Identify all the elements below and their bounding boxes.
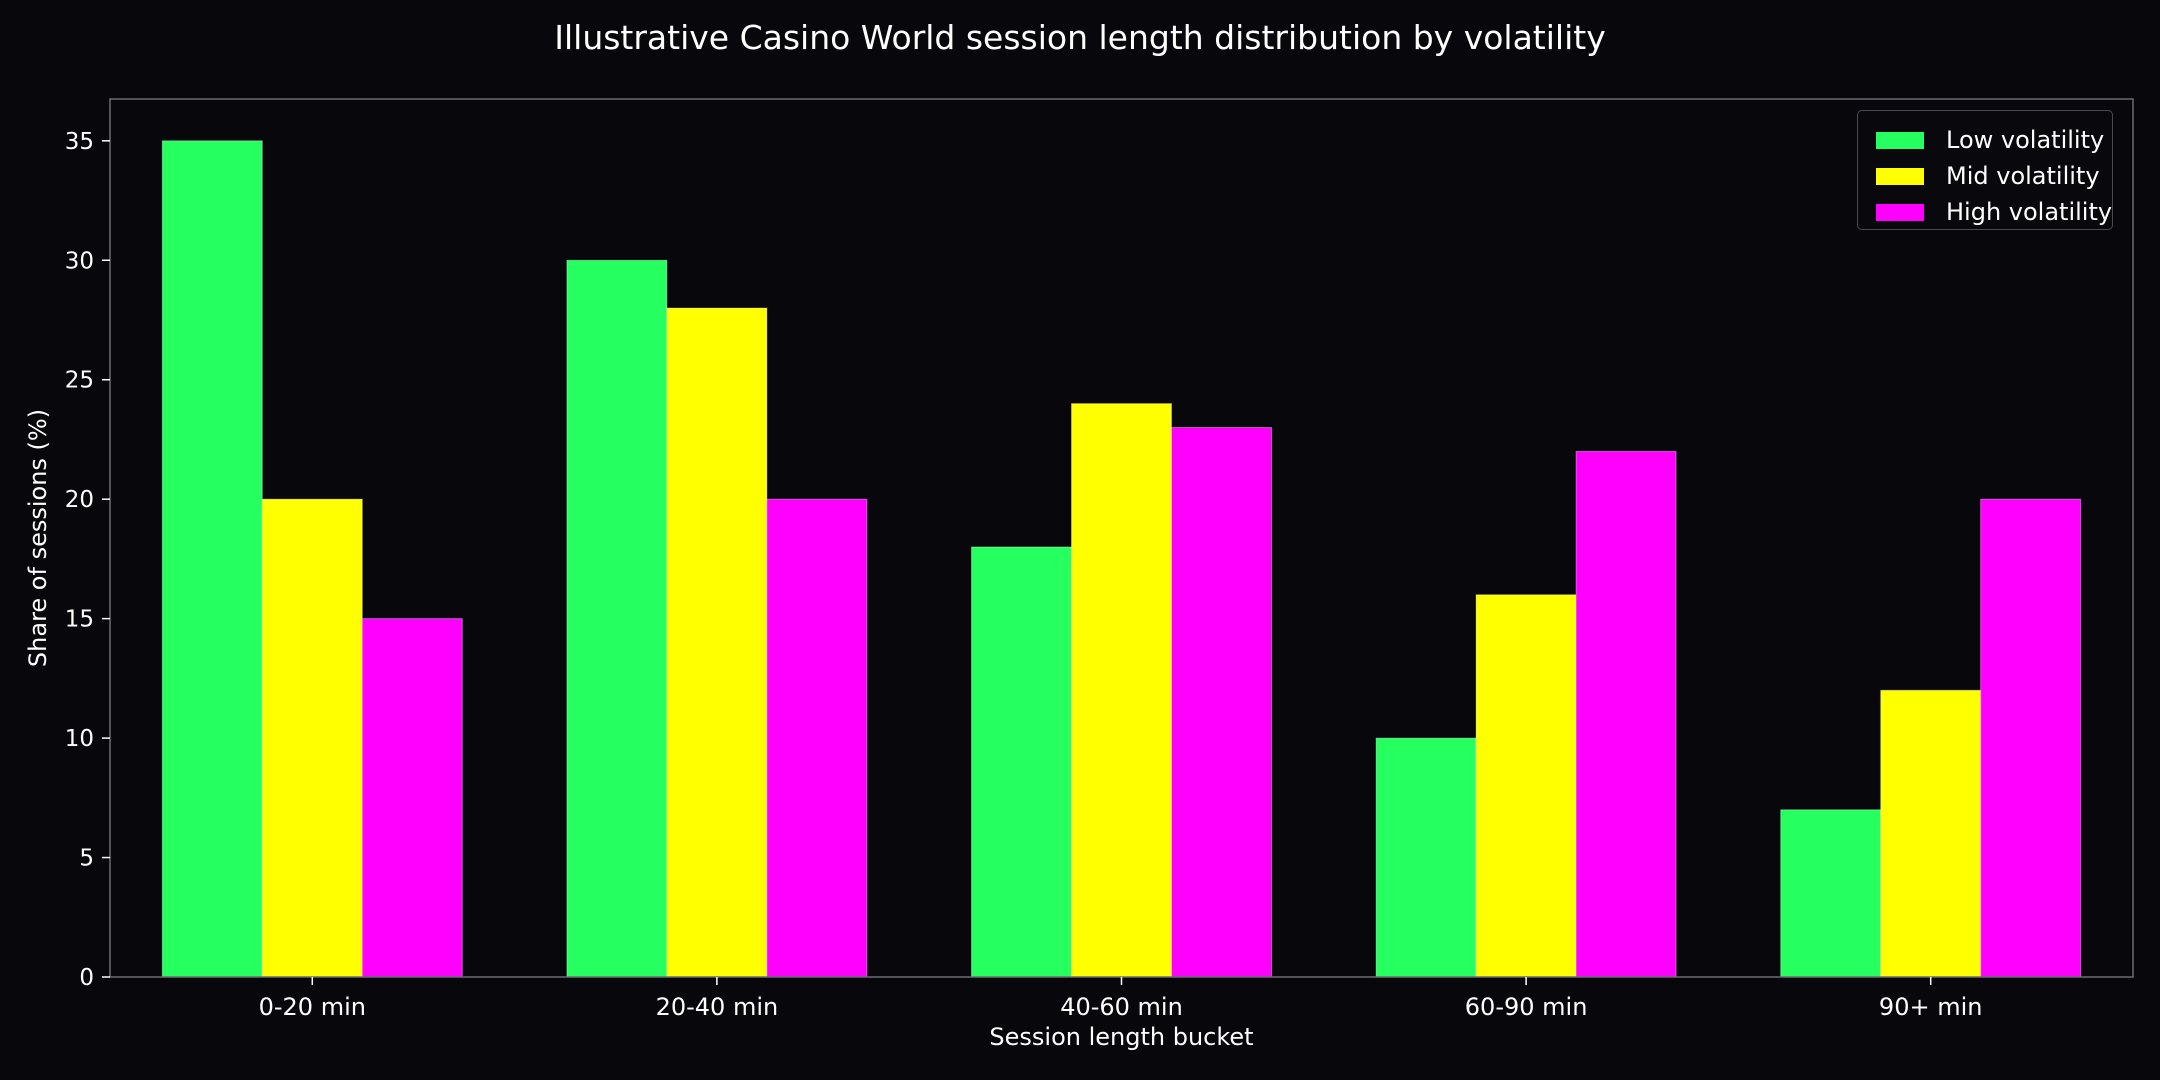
bar-mid-volatility-5 xyxy=(1880,689,1982,978)
legend-item-high-volatility: High volatility xyxy=(1868,197,2112,227)
bar-low-volatility-1 xyxy=(161,140,263,978)
bar-low-volatility-5 xyxy=(1780,809,1882,978)
x-tick-label-2: 20-40 min xyxy=(656,993,779,1021)
y-tick-label-10: 10 xyxy=(65,726,94,752)
bar-mid-volatility-4 xyxy=(1475,594,1577,978)
y-tick-label-25: 25 xyxy=(65,368,94,394)
legend-item-low-volatility: Low volatility xyxy=(1868,125,2108,155)
y-tick-label-5: 5 xyxy=(79,846,94,872)
y-tick-label-20: 20 xyxy=(65,487,94,513)
y-tick-label-35: 35 xyxy=(65,129,94,155)
x-axis-label: Session length bucket xyxy=(989,1023,1254,1051)
x-tick-label-4: 60-90 min xyxy=(1465,993,1588,1021)
y-tick-label-30: 30 xyxy=(65,248,94,274)
y-tick-label-15: 15 xyxy=(65,607,94,633)
bar-high-volatility-2 xyxy=(766,498,868,978)
chart-title: Illustrative Casino World session length… xyxy=(554,18,1606,57)
legend-swatch-mid-volatility xyxy=(1876,168,1924,185)
bar-mid-volatility-1 xyxy=(261,498,363,978)
bar-low-volatility-2 xyxy=(566,259,668,978)
bar-mid-volatility-3 xyxy=(1071,403,1172,978)
bar-low-volatility-4 xyxy=(1375,737,1477,978)
bar-high-volatility-5 xyxy=(1980,498,2082,978)
legend-item-mid-volatility: Mid volatility xyxy=(1868,161,2108,191)
x-tick-label-1: 0-20 min xyxy=(259,993,366,1021)
bar-mid-volatility-2 xyxy=(666,307,768,978)
legend-label-mid-volatility: Mid volatility xyxy=(1946,162,2100,190)
x-tick-label-5: 90+ min xyxy=(1879,993,1983,1021)
y-tick-label-0: 0 xyxy=(79,965,94,991)
legend: Low volatility Mid volatility High volat… xyxy=(1857,110,2113,230)
legend-label-high-volatility: High volatility xyxy=(1946,198,2113,226)
bar-low-volatility-3 xyxy=(971,546,1072,978)
bar-high-volatility-1 xyxy=(361,618,463,978)
legend-swatch-high-volatility xyxy=(1876,204,1924,221)
bar-high-volatility-3 xyxy=(1171,427,1272,978)
legend-swatch-low-volatility xyxy=(1876,132,1924,149)
y-axis-label: Share of sessions (%) xyxy=(24,408,52,668)
x-tick-label-3: 40-60 min xyxy=(1060,993,1183,1021)
bar-high-volatility-4 xyxy=(1575,450,1677,978)
legend-label-low-volatility: Low volatility xyxy=(1946,126,2105,154)
